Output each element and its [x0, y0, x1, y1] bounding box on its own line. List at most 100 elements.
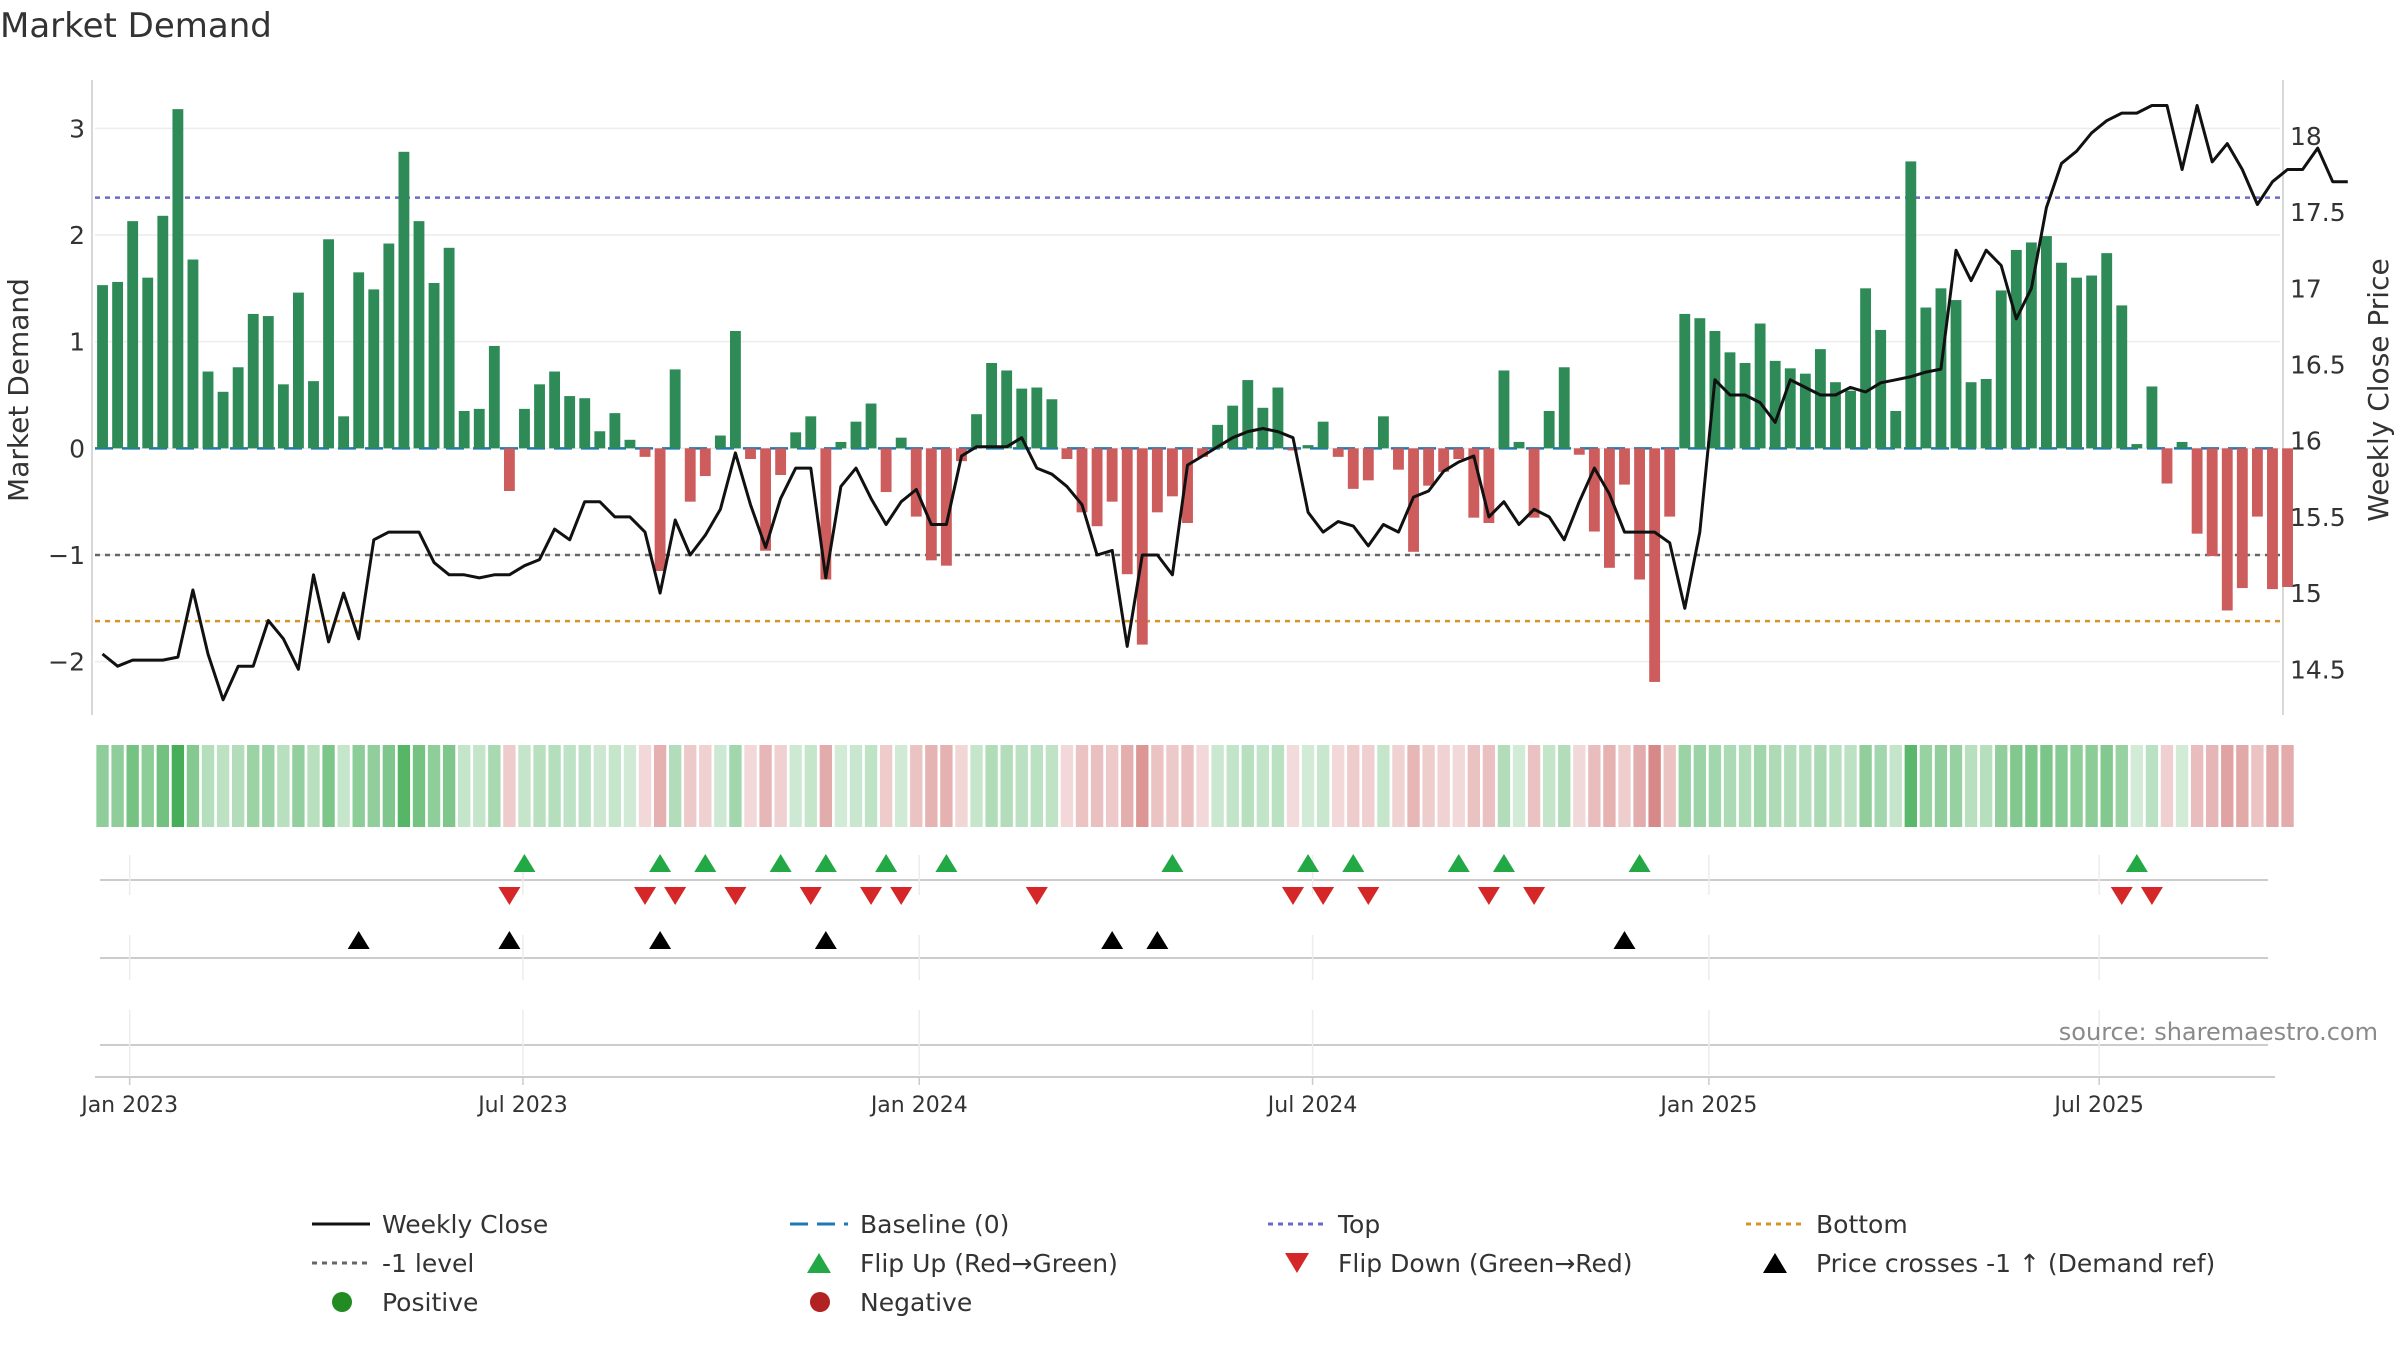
- demand-bar: [790, 432, 802, 449]
- demand-bar: [1558, 367, 1570, 449]
- demand-bar: [1468, 448, 1480, 518]
- demand-bar: [609, 413, 621, 449]
- demand-bar: [1634, 448, 1645, 580]
- demand-bar: [564, 396, 576, 449]
- demand-bar: [1347, 448, 1359, 489]
- demand-bar: [895, 437, 907, 449]
- heat-strip-cell: [1211, 745, 1224, 827]
- demand-bar: [1739, 363, 1751, 449]
- heat-strip-cell: [382, 745, 396, 827]
- demand-bar: [398, 151, 410, 449]
- heat-strip-cell: [608, 745, 622, 827]
- demand-bar: [458, 411, 470, 449]
- demand-bar: [1528, 448, 1540, 518]
- demand-bar: [202, 371, 214, 449]
- demand-bar: [308, 381, 319, 449]
- heat-strip-cell: [1738, 745, 1752, 827]
- demand-bar: [2041, 236, 2052, 449]
- flip-up-marker: [875, 854, 898, 872]
- chart-title: Market Demand: [0, 6, 272, 46]
- demand-bars: [97, 109, 2293, 682]
- demand-bar: [1212, 424, 1224, 449]
- legend-label-positive: Positive: [382, 1288, 478, 1317]
- legend-label-price-cross: Price crosses -1 ↑ (Demand ref): [1816, 1249, 2215, 1278]
- demand-bar: [805, 416, 817, 449]
- price-cross-marker: [1613, 931, 1636, 949]
- heat-strip-cell: [1874, 745, 1887, 827]
- heat-strip-cell: [1964, 745, 1978, 827]
- heat-strip-cell: [1000, 745, 1013, 827]
- heat-strip-cell: [2281, 745, 2294, 827]
- heat-strip-cell: [1467, 745, 1480, 827]
- legend-swatch-positive-icon: [332, 1292, 352, 1312]
- demand-bar: [910, 448, 922, 517]
- heat-strip-cell: [759, 745, 772, 827]
- demand-bar: [549, 371, 561, 449]
- demand-bar: [1694, 318, 1706, 449]
- demand-bar: [1769, 360, 1781, 449]
- heat-strip-cell: [1678, 745, 1691, 827]
- demand-bar: [1498, 370, 1510, 449]
- demand-bar: [1272, 387, 1284, 449]
- demand-bar: [1724, 352, 1736, 449]
- heat-strip-cell: [1784, 745, 1797, 827]
- demand-bar: [624, 439, 636, 449]
- heat-strip-cell: [668, 745, 682, 827]
- legend-label-minus1: -1 level: [382, 1249, 474, 1278]
- heat-strip-cell: [729, 745, 742, 827]
- heat-strip-cell: [1708, 745, 1722, 827]
- heat-strip-cell: [789, 745, 802, 827]
- y-tick-label: 2: [69, 221, 85, 250]
- heat-strip-cell: [1090, 745, 1104, 827]
- heat-strip-cell: [1196, 745, 1209, 827]
- heat-strip-cell: [1814, 745, 1827, 827]
- legend-swatch-price-cross-icon: [1763, 1253, 1787, 1273]
- legend-label-negative: Negative: [860, 1288, 972, 1317]
- demand-bar: [187, 259, 199, 449]
- demand-bar: [1182, 448, 1193, 523]
- demand-bar: [1679, 313, 1691, 449]
- heat-strip-cell: [201, 745, 215, 827]
- heat-strip-cell: [1663, 745, 1676, 827]
- y2-tick-label: 15.5: [2290, 503, 2346, 532]
- heat-strip-cell: [458, 745, 471, 827]
- flip-up-marker: [1161, 854, 1184, 872]
- heat-strip-cell: [231, 745, 245, 827]
- heat-strip-cell: [1919, 745, 1933, 827]
- demand-bar: [2221, 448, 2233, 611]
- demand-bar: [1136, 448, 1148, 645]
- demand-bar: [413, 221, 425, 449]
- heat-strip-cell: [2025, 745, 2038, 827]
- demand-bar: [534, 384, 545, 449]
- demand-bar: [2146, 386, 2158, 449]
- demand-bar: [1799, 373, 1811, 449]
- y2-tick-label: 16.5: [2290, 351, 2346, 380]
- heat-strip-cell: [714, 745, 727, 827]
- heat-strip-cell: [1015, 745, 1028, 827]
- x-tick-label: Jan 2023: [79, 1093, 178, 1118]
- heat-strip-cell: [1618, 745, 1631, 827]
- demand-bar: [835, 441, 847, 449]
- demand-bar: [383, 243, 395, 449]
- demand-bar: [1619, 448, 1630, 485]
- heat-strip-cell: [684, 745, 697, 827]
- heat-strip-cell: [2115, 745, 2128, 827]
- demand-bar: [1995, 290, 2007, 449]
- heat-strip-cell: [1512, 745, 1526, 827]
- heat-strip-cell: [262, 745, 275, 827]
- demand-bar: [760, 448, 771, 551]
- flip-down-marker: [634, 887, 657, 905]
- right-axis-ticks: 18 17.5 17 16.5 16 15.5 15 14.5: [2290, 122, 2346, 684]
- heat-strip-cell: [1995, 745, 2008, 827]
- heat-strip-cell: [2266, 745, 2279, 827]
- heat-strip-cell: [1573, 745, 1586, 827]
- demand-bar: [594, 431, 606, 449]
- demand-bar: [1091, 448, 1103, 527]
- heat-strip-cell: [1949, 745, 1963, 827]
- heat-strip-cell: [1844, 745, 1857, 827]
- x-tick-label: Jan 2024: [869, 1093, 968, 1118]
- demand-bar: [1483, 448, 1495, 523]
- heat-strip-cell: [955, 745, 968, 827]
- demand-bar: [986, 363, 998, 449]
- heat-strip-cell: [1075, 745, 1089, 827]
